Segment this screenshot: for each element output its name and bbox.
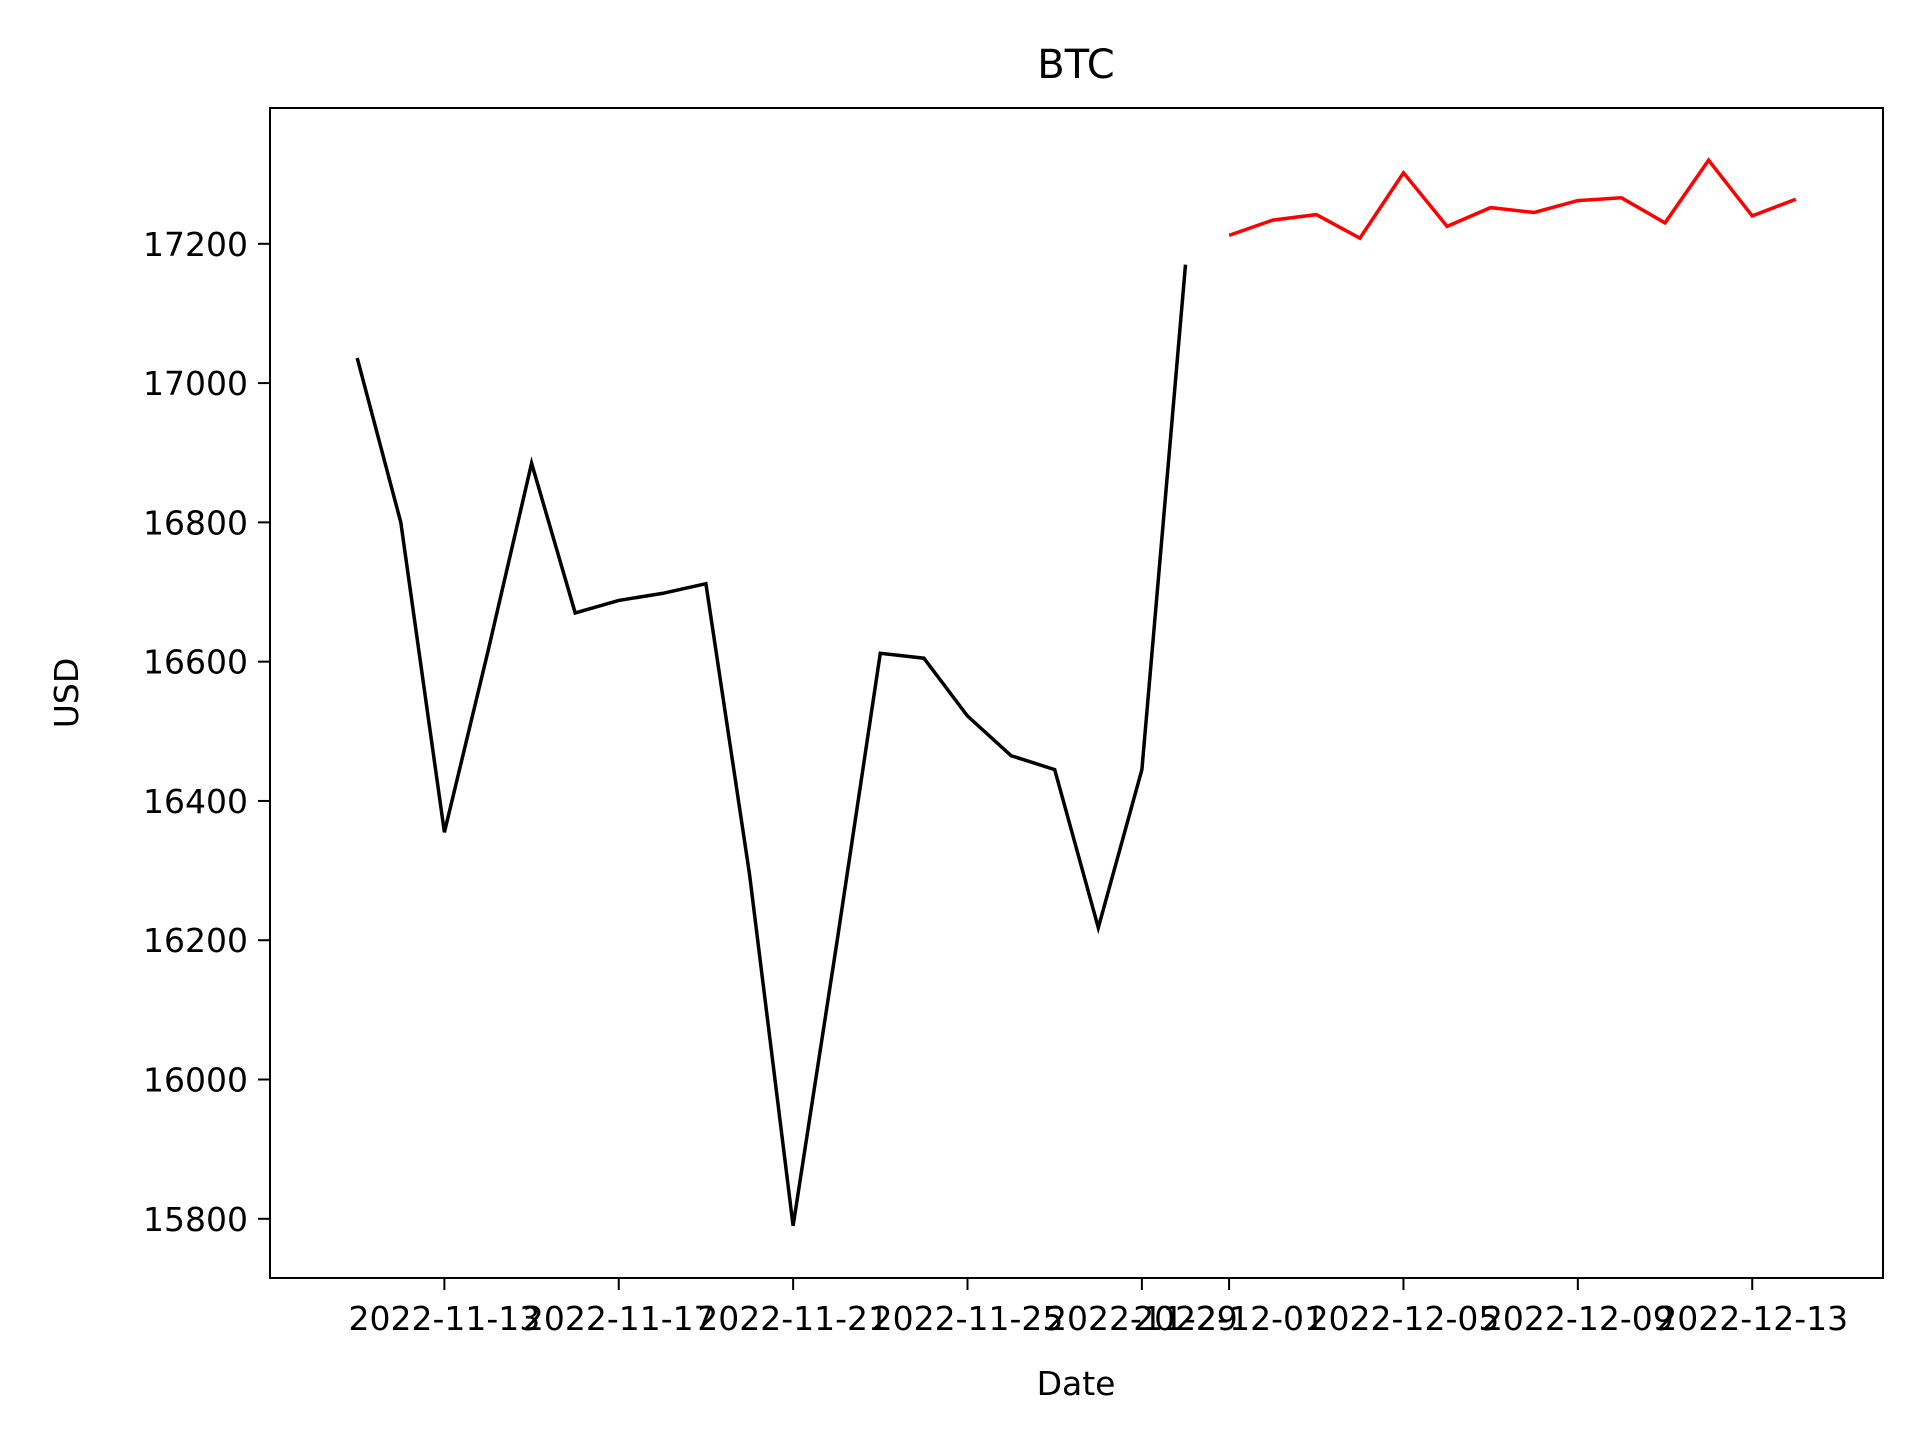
- x-tick-label: 2022-11-21: [697, 1299, 889, 1338]
- y-tick-label: 16200: [143, 921, 248, 960]
- y-tick-label: 17200: [143, 225, 248, 264]
- x-tick-label: 2022-11-13: [348, 1299, 540, 1338]
- y-tick-label: 16400: [143, 782, 248, 821]
- series-layer: [355, 157, 1797, 1227]
- x-axis-ticks: 2022-11-132022-11-172022-11-212022-11-25…: [348, 1278, 1848, 1338]
- x-tick-label: 2022-12-01: [1133, 1299, 1325, 1338]
- series-line-1: [355, 264, 1188, 1227]
- x-tick-label: 2022-11-29: [1046, 1299, 1238, 1338]
- x-tick-label: 2022-12-09: [1482, 1299, 1674, 1338]
- y-tick-label: 17000: [143, 364, 248, 403]
- chart-title: BTC: [1037, 42, 1114, 88]
- y-tick-label: 16600: [143, 643, 248, 682]
- x-tick-label: 2022-11-17: [523, 1299, 715, 1338]
- plot-area-frame: [269, 107, 1884, 1279]
- y-tick-label: 16000: [143, 1061, 248, 1100]
- y-axis-label: USD: [47, 658, 86, 729]
- x-tick-label: 2022-11-25: [872, 1299, 1064, 1338]
- y-tick-label: 15800: [143, 1200, 248, 1239]
- x-tick-label: 2022-12-13: [1656, 1299, 1848, 1338]
- x-axis-label: Date: [1037, 1364, 1116, 1403]
- y-tick-label: 16800: [143, 503, 248, 542]
- x-tick-label: 2022-12-05: [1308, 1299, 1500, 1338]
- y-axis-ticks: 15800 16000 16200 16400 16600 16800 17000 17200: [143, 225, 270, 1239]
- series-line-2: [1228, 157, 1797, 241]
